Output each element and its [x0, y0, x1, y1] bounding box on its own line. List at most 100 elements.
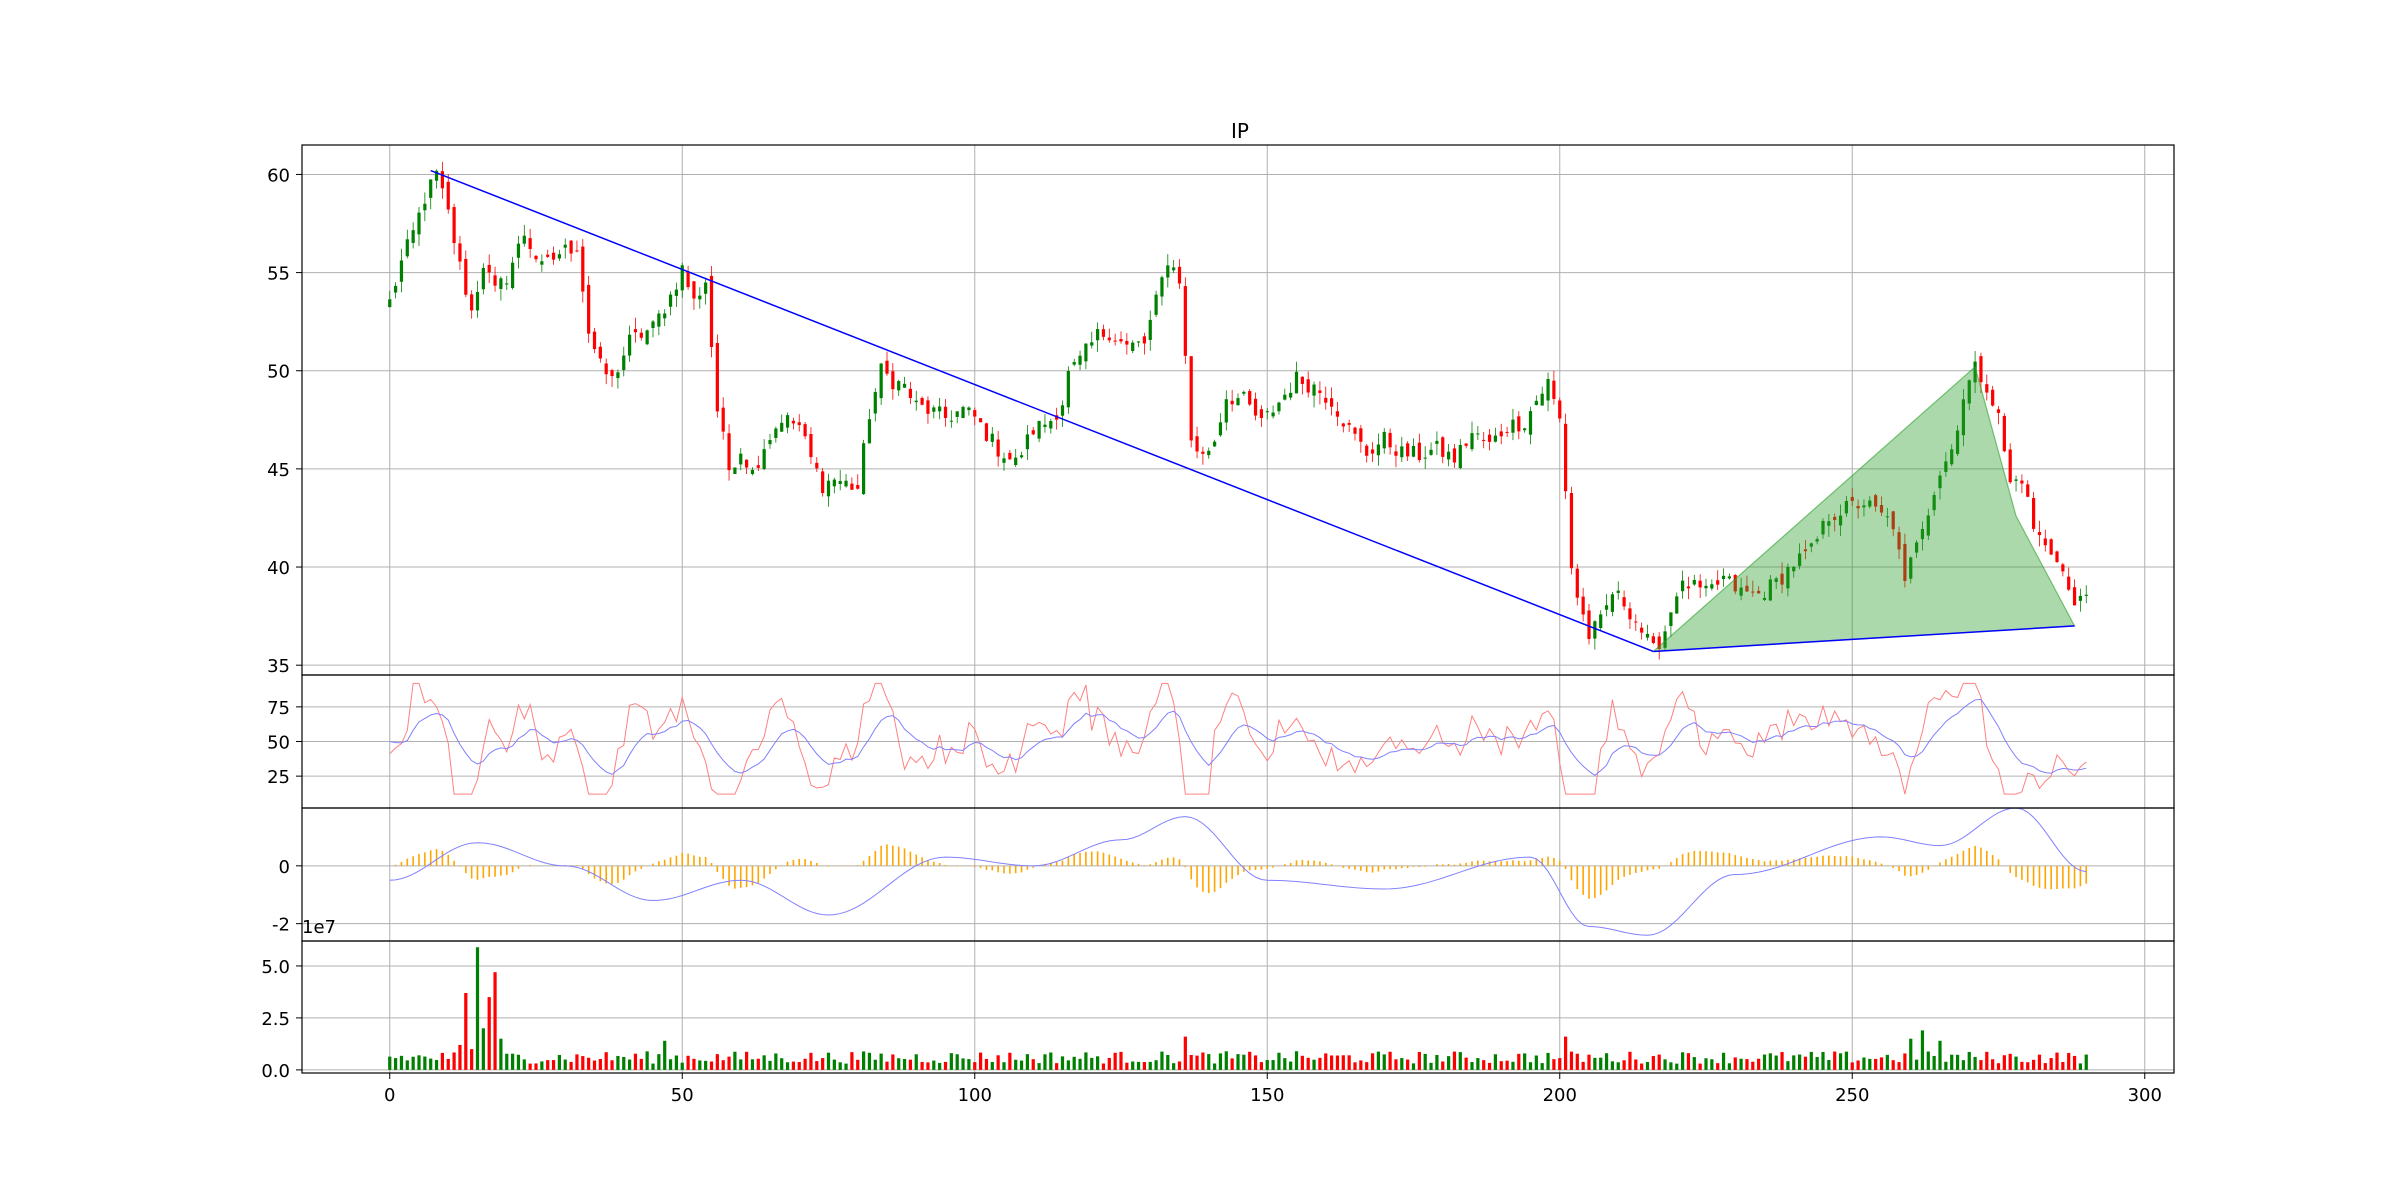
candle-body: [1827, 521, 1831, 526]
candle-body: [768, 440, 772, 445]
volume-bar: [2084, 1054, 2088, 1070]
candle-body: [505, 283, 509, 285]
candle-body: [1809, 543, 1813, 547]
candle-body: [1265, 411, 1269, 413]
candle-body: [1341, 423, 1345, 427]
volume-bar: [1546, 1052, 1550, 1070]
volume-bar: [405, 1060, 409, 1070]
candle-body: [1318, 390, 1322, 393]
candle-body: [955, 411, 959, 417]
candle-body: [1388, 432, 1392, 448]
volume-bar: [1686, 1053, 1691, 1070]
volume-bar: [961, 1058, 965, 1070]
candle-body: [499, 278, 503, 289]
volume-bar: [470, 1049, 474, 1070]
candle-body: [1692, 579, 1696, 585]
candle-body: [1645, 633, 1650, 638]
volume-bar: [633, 1053, 638, 1070]
volume-bar: [721, 1060, 725, 1070]
candle-body: [1879, 505, 1884, 513]
candle-body: [475, 292, 480, 311]
candle-body: [604, 363, 608, 375]
candle-body: [2084, 594, 2088, 596]
volume-bar: [1183, 1036, 1187, 1070]
candle-body: [1452, 448, 1457, 463]
candle-body: [663, 313, 667, 319]
volume-bar: [797, 1062, 801, 1070]
candle-body: [961, 406, 965, 419]
candle-body: [1347, 422, 1351, 425]
candle-body: [1651, 636, 1655, 644]
volume-panel: 0.0 2.5 5.0 1e7: [261, 917, 2175, 1082]
volume-bar: [692, 1058, 696, 1070]
volume-bar: [1324, 1053, 1328, 1070]
candle-body: [534, 255, 538, 260]
volume-bar: [1441, 1061, 1445, 1070]
volume-bar: [388, 1056, 392, 1070]
volume-bar: [1400, 1058, 1404, 1070]
candle-body: [739, 453, 743, 465]
volume-bar: [1575, 1053, 1579, 1070]
candle-body: [1470, 433, 1474, 450]
candle-body: [388, 299, 392, 308]
volume-bar: [1353, 1062, 1357, 1070]
volume-bar: [1593, 1057, 1597, 1070]
volume-bar: [2061, 1061, 2065, 1070]
candle-body: [2072, 587, 2077, 606]
volume-bar: [1552, 1059, 1556, 1070]
volume-bar: [850, 1052, 854, 1070]
rsi-ytick-label: 25: [267, 767, 290, 788]
candle-body: [569, 240, 573, 254]
candle-body: [1552, 380, 1556, 399]
candle-body: [1113, 340, 1117, 342]
volume-bar: [1669, 1062, 1673, 1070]
candle-body: [1499, 431, 1503, 437]
volume-bar: [2037, 1054, 2042, 1070]
candle-body: [1587, 610, 1591, 640]
candle-body: [405, 239, 409, 257]
candle-body: [1441, 437, 1445, 457]
volume-bar: [1657, 1054, 1661, 1070]
volume-bar: [1113, 1052, 1117, 1070]
volume-bar: [1060, 1056, 1065, 1070]
candle-body: [1680, 580, 1685, 592]
volume-bar: [996, 1055, 1000, 1070]
candle-body: [581, 246, 585, 292]
candle-body: [639, 332, 643, 338]
candle-body: [1294, 371, 1299, 394]
volume-bar: [616, 1055, 620, 1070]
volume-bar: [2031, 1059, 2036, 1070]
candle-body: [1049, 421, 1053, 429]
candle-body: [1563, 423, 1568, 492]
candle-body: [1891, 511, 1895, 530]
candle-body: [423, 203, 427, 211]
volume-bar: [1365, 1062, 1369, 1070]
volume-bar: [1903, 1053, 1907, 1070]
candle-body: [1909, 557, 1913, 579]
candle-body: [1271, 412, 1275, 417]
volume-bar: [733, 1051, 737, 1070]
volume-bar: [1142, 1062, 1147, 1070]
volume-bar: [1078, 1058, 1082, 1070]
volume-bar: [932, 1060, 936, 1070]
candle-body: [1119, 339, 1123, 342]
volume-bar: [651, 1063, 655, 1070]
candle-body: [1218, 422, 1223, 436]
volume-bar: [861, 1051, 866, 1070]
candle-body: [1482, 439, 1486, 441]
candle-body: [1078, 355, 1082, 365]
volume-bar: [1569, 1051, 1574, 1070]
volume-bar: [1645, 1061, 1650, 1070]
candle-body: [563, 244, 567, 248]
volume-bar: [1523, 1053, 1527, 1070]
candle-body: [1253, 398, 1258, 416]
volume-bar: [1406, 1059, 1410, 1070]
candle-body: [1868, 500, 1872, 507]
candle-body: [984, 423, 989, 441]
candle-body: [458, 243, 462, 262]
candle-body: [1821, 520, 1825, 535]
volume-bar: [1505, 1060, 1509, 1070]
volume-bar: [1359, 1060, 1363, 1070]
candle-body: [645, 330, 649, 345]
